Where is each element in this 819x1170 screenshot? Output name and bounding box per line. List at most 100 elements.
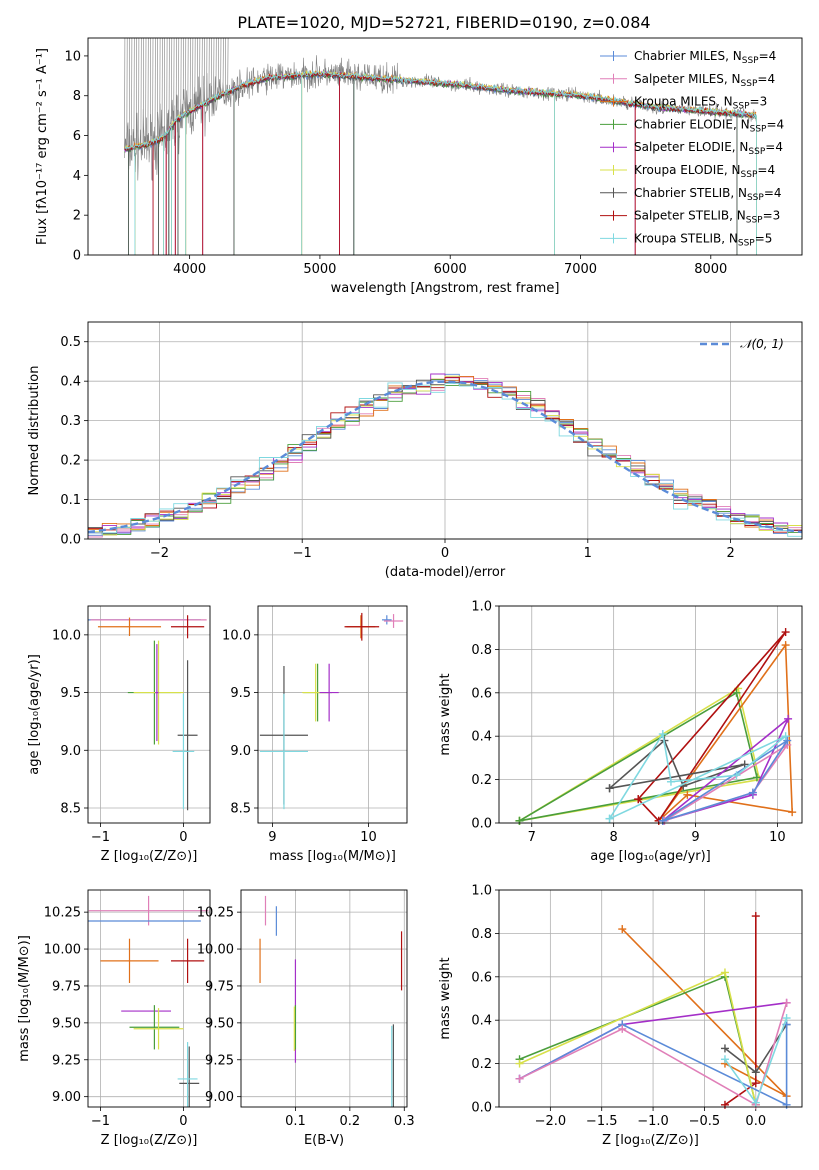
x-tick-label: 10 bbox=[769, 830, 786, 845]
y-tick-label: 0.4 bbox=[471, 1014, 492, 1029]
x-tick-label: 0.1 bbox=[285, 1114, 306, 1129]
figure-title: PLATE=1020, MJD=52721, FIBERID=0190, z=0… bbox=[237, 13, 650, 32]
legend-label-value: =4 bbox=[757, 163, 775, 177]
y-tick-label: 9.0 bbox=[60, 744, 81, 759]
x-tick-label: 8000 bbox=[694, 262, 727, 277]
spectrum-legend: Chabrier MILES, NSSP=4 Salpeter MILES, NS… bbox=[600, 49, 784, 248]
x-tick-label: 0 bbox=[441, 546, 449, 561]
y-tick-label: 1.0 bbox=[471, 600, 492, 615]
x-tick-label: 0.0 bbox=[745, 1114, 766, 1129]
legend-label-value: =4 bbox=[764, 186, 782, 200]
x-axis-label: mass [log₁₀(M/M⊙)] bbox=[269, 849, 396, 864]
y-tick-label: 0.2 bbox=[60, 454, 81, 469]
legend-label-chabrier_miles: Chabrier MILES, NSSP=4 bbox=[634, 49, 776, 66]
x-tick-label: 10 bbox=[360, 830, 377, 845]
y-tick-label: 10 bbox=[64, 49, 81, 64]
y-tick-label: 0.0 bbox=[471, 1101, 492, 1116]
y-axis-label: mass weight bbox=[438, 957, 453, 1039]
histogram-kroupa_stelib bbox=[88, 382, 802, 537]
residual_histogram-axes: −2 −1 0 1 2 0.0 0.1 0.2 0.3 0.4 0.5 bbox=[60, 322, 802, 561]
x-tick-label: 8 bbox=[610, 830, 618, 845]
y-tick-label: 1.0 bbox=[471, 884, 492, 899]
age_vs_Z-axes: −1 0 8.5 9.0 9.5 10.0 bbox=[52, 606, 210, 845]
y-tick-label: 0.6 bbox=[471, 686, 492, 701]
x-tick-label: 0.3 bbox=[394, 1114, 415, 1129]
legend-label-chabrier_stelib: Chabrier STELIB, NSSP=4 bbox=[634, 186, 782, 203]
x-tick-label: 2 bbox=[726, 546, 734, 561]
x-axis-label: E(B-V) bbox=[304, 1133, 344, 1148]
y-axis-label: mass [log₁₀(M/M⊙)] bbox=[17, 935, 32, 1062]
legend-label-salpeter_elodie: Salpeter ELODIE, NSSP=4 bbox=[634, 140, 783, 157]
y-tick-label: 9.5 bbox=[60, 686, 81, 701]
histogram-salpeter_stelib bbox=[88, 376, 802, 533]
y-tick-label: 9.25 bbox=[205, 1053, 234, 1068]
legend-label-value: =4 bbox=[757, 72, 775, 86]
legend-label-chabrier_elodie: Chabrier ELODIE, NSSP=4 bbox=[634, 117, 784, 134]
legend-label-subscript: SSP bbox=[733, 102, 750, 112]
legend-label-subscript: SSP bbox=[742, 56, 759, 66]
legend-label-value: =3 bbox=[750, 95, 768, 109]
y-tick-label: 6 bbox=[73, 129, 81, 144]
y-tick-label: 0.1 bbox=[60, 493, 81, 508]
axes-frame bbox=[498, 605, 803, 824]
x-tick-label: −1.0 bbox=[637, 1114, 669, 1129]
x-tick-label: 1 bbox=[584, 546, 592, 561]
legend-label-subscript: SSP bbox=[741, 170, 758, 180]
y-tick-label: 8 bbox=[73, 89, 81, 104]
axes-frame bbox=[87, 889, 211, 1108]
weight-line-chabrier_miles bbox=[519, 1023, 788, 1107]
y-tick-label: 0.8 bbox=[471, 643, 492, 658]
y-tick-label: 0.4 bbox=[471, 730, 492, 745]
y-tick-label: 0.4 bbox=[60, 375, 81, 390]
x-tick-label: −2.0 bbox=[535, 1114, 567, 1129]
legend-label-subscript: SSP bbox=[741, 79, 758, 89]
mass_vs_Z-axes: −1 0 9.00 9.25 9.50 9.75 10.00 10.25 bbox=[44, 890, 210, 1129]
x-axis-label: Z [log₁₀(Z/Z⊙)] bbox=[602, 1133, 699, 1148]
y-tick-label: 10.25 bbox=[197, 906, 234, 921]
y-tick-label: 0.2 bbox=[471, 1057, 492, 1072]
axes-frame bbox=[240, 889, 408, 1108]
y-tick-label: 10.0 bbox=[222, 628, 251, 643]
weight-line-salpeter_elodie bbox=[662, 718, 789, 822]
y-tick-label: 9.5 bbox=[230, 686, 251, 701]
x-tick-label: 7000 bbox=[564, 262, 597, 277]
normal-distribution-curve bbox=[88, 380, 802, 534]
y-tick-label: 9.00 bbox=[52, 1090, 81, 1105]
x-tick-label: −1 bbox=[91, 830, 110, 845]
weight_vs_age-axes: 7 8 9 10 0.0 0.2 0.4 0.6 0.8 1.0 bbox=[471, 600, 802, 845]
y-tick-label: 0.3 bbox=[60, 414, 81, 429]
x-tick-label: −1 bbox=[293, 546, 312, 561]
x-tick-label: 9 bbox=[691, 830, 699, 845]
x-tick-label: 5000 bbox=[303, 262, 336, 277]
y-tick-label: 0 bbox=[73, 249, 81, 264]
y-tick-label: 10.25 bbox=[44, 906, 81, 921]
legend-label-kroupa_elodie: Kroupa ELODIE, NSSP=4 bbox=[634, 163, 775, 180]
y-tick-label: 2 bbox=[73, 209, 81, 224]
y-tick-label: 10.0 bbox=[52, 628, 81, 643]
legend-label-subscript: SSP bbox=[748, 147, 765, 157]
y-tick-label: 9.25 bbox=[52, 1053, 81, 1068]
x-tick-label: −2 bbox=[150, 546, 169, 561]
legend-label-salpeter_miles: Salpeter MILES, NSSP=4 bbox=[634, 72, 775, 89]
x-axis-label: Z [log₁₀(Z/Z⊙)] bbox=[101, 849, 198, 864]
y-tick-label: 4 bbox=[73, 169, 81, 184]
weight-line-salpeter_miles bbox=[519, 1002, 788, 1106]
x-tick-label: −0.5 bbox=[689, 1114, 721, 1129]
axes-frame bbox=[87, 605, 211, 824]
histogram-legend: 𝒩(0, 1) bbox=[700, 337, 784, 351]
axes-frame bbox=[257, 605, 408, 824]
y-axis-label: Flux [fλ10⁻¹⁷ erg cm⁻² s⁻¹ A⁻¹] bbox=[35, 48, 50, 245]
legend-label-subscript: SSP bbox=[746, 216, 763, 226]
y-tick-label: 9.00 bbox=[205, 1090, 234, 1105]
y-tick-label: 10.00 bbox=[197, 943, 234, 958]
legend-label-subscript: SSP bbox=[738, 238, 755, 248]
axes-frame bbox=[87, 321, 803, 540]
legend-label-value: =3 bbox=[763, 209, 781, 223]
y-axis-label: age [log₁₀(age/yr)] bbox=[27, 654, 42, 775]
weight-line-chabrier_elodie bbox=[519, 975, 757, 1105]
weight-line-chabrier_miles bbox=[662, 739, 788, 822]
y-tick-label: 9.50 bbox=[52, 1016, 81, 1031]
y-tick-label: 9.50 bbox=[205, 1016, 234, 1031]
y-tick-label: 0.5 bbox=[60, 335, 81, 350]
